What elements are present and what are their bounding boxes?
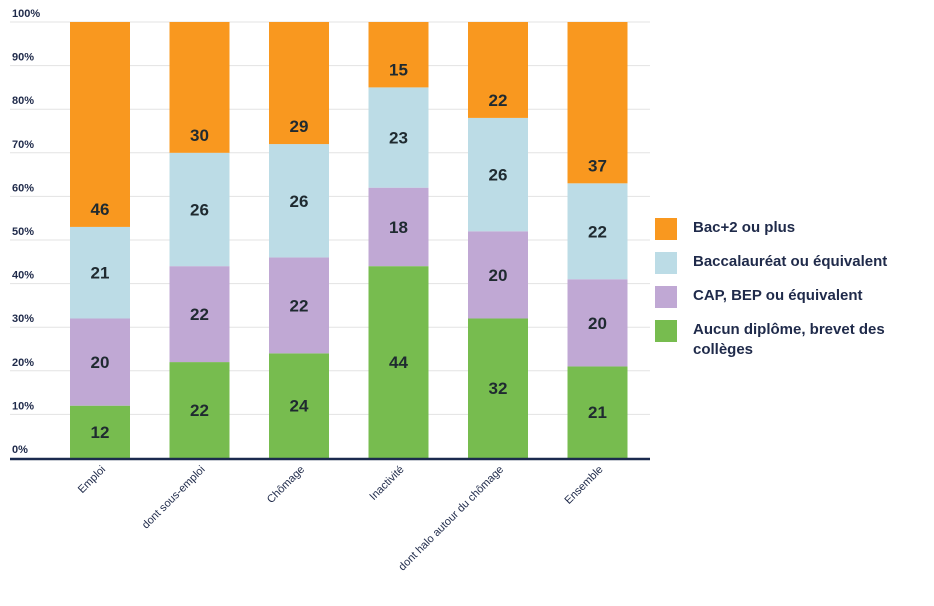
bar-segment [368,22,429,88]
bar-segment [368,87,429,188]
legend-item: CAP, BEP ou équivalent [655,286,934,308]
bar-segment [169,22,230,153]
bar-value-label: 44 [389,353,408,372]
legend: Bac+2 ou plus Baccalauréat ou équivalent C… [655,218,934,372]
bar-segment [468,231,528,319]
legend-swatch [655,320,677,342]
bar-value-label: 22 [190,305,209,324]
bar-value-label: 22 [489,91,508,110]
bar-segment [269,22,329,145]
legend-label: CAP, BEP ou équivalent [693,287,863,304]
legend-swatch [655,286,677,308]
bar-value-label: 20 [489,266,508,285]
bar-segment [468,117,528,232]
bar-segment [169,266,230,363]
bar-value-label: 29 [290,117,309,136]
bar-segment [169,362,230,458]
y-axis-tick-labels: 0% 10% 20% 30% 40% 50% 60% 70% 80% 90% 100% [12,8,40,456]
bar-value-label: 15 [389,60,408,79]
x-category-label: dont sous-emploi [140,464,208,532]
x-category-label: Ensemble [563,464,606,507]
bar-segment [70,226,130,319]
legend-label: Aucun diplôme, brevet des collèges [693,321,885,358]
legend-item: Aucun diplôme, brevet des collèges [655,320,934,360]
bar-value-label: 32 [489,379,508,398]
bar-value-label: 26 [290,192,309,211]
bar-segment [70,22,130,227]
bar-segment [368,187,429,267]
bar-value-label: 26 [489,166,508,185]
bars [70,22,628,458]
y-tick-label: 80% [12,95,34,107]
bar-segment [567,366,628,458]
bar-value-label: 30 [190,126,209,145]
bar-value-label: 21 [91,264,110,283]
y-tick-label: 0% [12,444,28,456]
bar-value-label: 20 [91,353,110,372]
legend-label: Bac+2 ou plus [693,219,796,236]
x-axis-category-labels: Emploi dont sous-emploi Chômage Inactivitéd… [76,464,606,574]
y-tick-label: 50% [12,226,34,238]
bar-segment [169,152,230,267]
y-tick-label: 20% [12,357,34,369]
bar-segment [468,318,528,458]
bar-value-label: 20 [588,314,607,333]
bar-value-label: 12 [91,423,110,442]
bar-segment [567,279,628,367]
bar-segment [70,318,130,406]
bar-value-label: 22 [290,296,309,315]
y-tick-label: 10% [12,400,34,412]
data-labels: 12 20 21 46 22 22 26 30 24 22 26 29 44 18 23 15 32 20 26 22… [91,60,607,441]
legend-label: Baccalauréat ou équivalent [693,253,888,270]
x-category-label: Inactivité [367,464,406,503]
stacked-bar-chart: 0% 10% 20% 30% 40% 50% 60% 70% 80% 90% 100% 12 20 21… [10,8,650,574]
bar-value-label: 22 [190,401,209,420]
bar-segment [70,405,130,458]
legend-item: Bac+2 ou plus [655,218,934,240]
legend-swatch [655,252,677,274]
bar-value-label: 24 [290,397,309,416]
bar-segment [567,22,628,184]
bar-value-label: 26 [190,200,209,219]
bar-segment [368,266,429,458]
bar-segment [269,144,329,258]
bar-value-label: 37 [588,156,607,175]
bar-value-label: 22 [588,222,607,241]
y-tick-label: 30% [12,313,34,325]
x-category-label: Chômage [265,464,307,506]
bar-segment [269,353,329,458]
bar-segment [567,183,628,280]
y-tick-label: 100% [12,8,40,20]
legend-item: Baccalauréat ou équivalent [655,252,934,274]
x-category-label: dont halo autour du chômage [396,464,506,574]
legend-swatch [655,218,677,240]
bar-segment [468,22,528,118]
bar-value-label: 23 [389,129,408,148]
y-tick-label: 70% [12,139,34,151]
bar-value-label: 21 [588,403,607,422]
x-category-label: Emploi [76,464,108,496]
y-tick-label: 60% [12,182,34,194]
bar-segment [269,257,329,354]
y-tick-label: 40% [12,270,34,282]
y-tick-label: 90% [12,52,34,64]
bar-value-label: 46 [91,200,110,219]
bar-value-label: 18 [389,218,408,237]
